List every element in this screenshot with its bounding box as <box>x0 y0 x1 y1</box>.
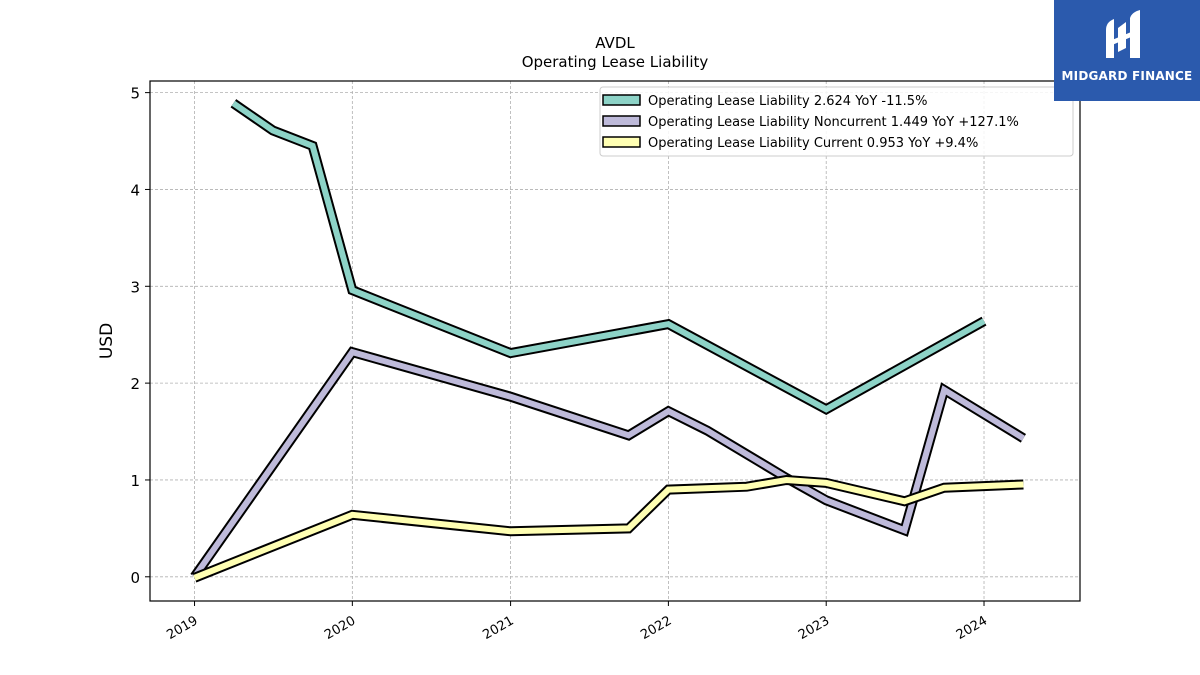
y-tick-label: 1 <box>130 472 140 490</box>
series-layer <box>190 99 1027 583</box>
x-tick-label: 2021 <box>480 613 516 643</box>
brand-logo: MIDGARD FINANCE <box>1054 0 1200 101</box>
legend-swatch <box>602 94 641 106</box>
legend-label: Operating Lease Liability Current 0.953 … <box>648 136 978 151</box>
series-outline <box>190 346 1027 580</box>
x-tick-label: 2024 <box>954 613 990 643</box>
y-tick-label: 0 <box>130 569 140 587</box>
legend-box <box>599 86 1074 157</box>
x-axis: 2019 2020 2021 2022 2023 2024 <box>164 601 990 643</box>
y-axis: 0 1 2 3 4 5 <box>130 85 150 587</box>
legend-label: Operating Lease Liability Noncurrent 1.4… <box>648 115 1019 130</box>
x-tick-label: 2019 <box>164 613 200 643</box>
series-line <box>193 476 1024 581</box>
y-axis-label: USD <box>97 323 117 359</box>
y-tick-label: 2 <box>130 375 140 393</box>
x-tick-label: 2022 <box>638 613 674 643</box>
brand-mark-icon <box>1106 10 1140 58</box>
chart-title: AVDL <box>595 34 635 52</box>
series-line <box>231 100 986 413</box>
y-tick-label: 5 <box>130 85 140 103</box>
chart-subtitle: Operating Lease Liability <box>522 53 709 71</box>
series-line <box>192 348 1025 579</box>
y-tick-label: 3 <box>130 278 140 296</box>
legend-swatch <box>602 115 641 127</box>
x-tick-label: 2020 <box>322 613 358 643</box>
x-tick-label: 2023 <box>796 613 832 643</box>
legend-swatch <box>602 136 641 148</box>
brand-name: MIDGARD FINANCE <box>1061 69 1193 83</box>
plot-frame <box>149 80 1081 602</box>
legend: Operating Lease Liability 2.624 YoY -11.… <box>599 86 1074 157</box>
legend-label: Operating Lease Liability 2.624 YoY -11.… <box>648 94 927 109</box>
y-tick-label: 4 <box>130 181 140 199</box>
